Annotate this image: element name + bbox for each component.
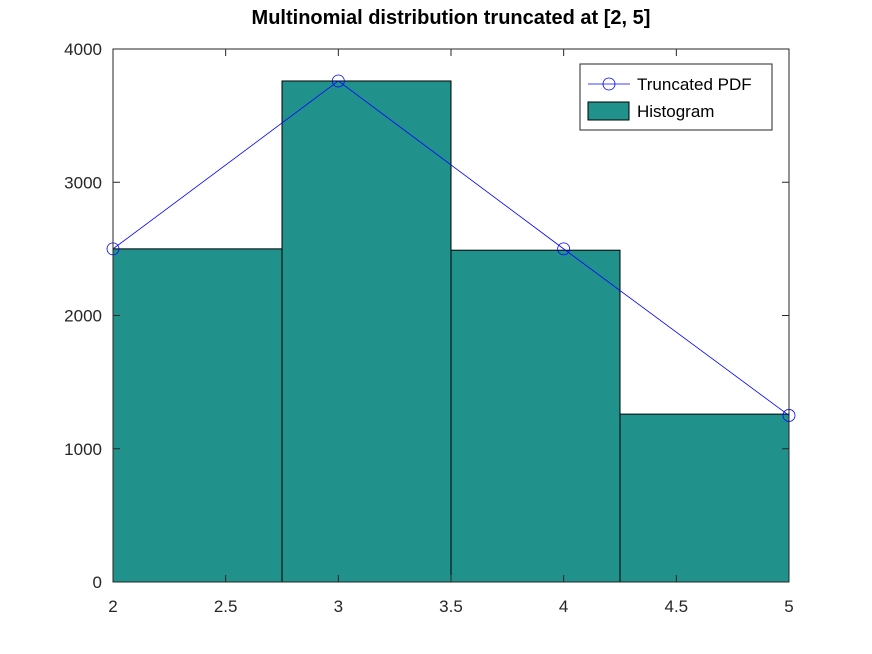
x-tick-label: 2.5 [214,597,238,616]
x-tick-label: 4 [559,597,568,616]
pdf-point-3 [557,242,571,256]
legend: Truncated PDF Histogram [579,63,773,131]
pdf-point-2 [331,74,345,88]
y-tick-label: 2000 [64,307,102,326]
x-tick-label: 3 [334,597,343,616]
histogram-bar-3 [450,249,621,583]
histogram-bars [112,80,790,583]
x-tick-label: 4.5 [665,597,689,616]
legend-label-truncated-pdf: Truncated PDF [637,75,752,94]
y-tick-label: 3000 [64,173,102,192]
x-tick-label: 5 [784,597,793,616]
legend-marker-swatch [602,77,616,91]
legend-label-histogram: Histogram [637,102,714,121]
x-tick-label: 2 [108,597,117,616]
pdf-line [112,80,790,416]
y-tick-label: 1000 [64,440,102,459]
x-axis: 2 2.5 3 3.5 4 4.5 5 [108,49,794,616]
histogram-bar-1 [112,248,283,583]
y-tick-label: 4000 [64,40,102,59]
y-tick-label: 0 [93,573,102,592]
histogram-bar-4 [619,413,790,583]
legend-bar-swatch [587,101,630,121]
x-tick-label: 3.5 [439,597,463,616]
y-axis: 0 1000 2000 3000 4000 [64,40,789,592]
chart-title: Multinomial distribution truncated at [2… [252,7,651,29]
histogram-bar-2 [281,80,452,583]
